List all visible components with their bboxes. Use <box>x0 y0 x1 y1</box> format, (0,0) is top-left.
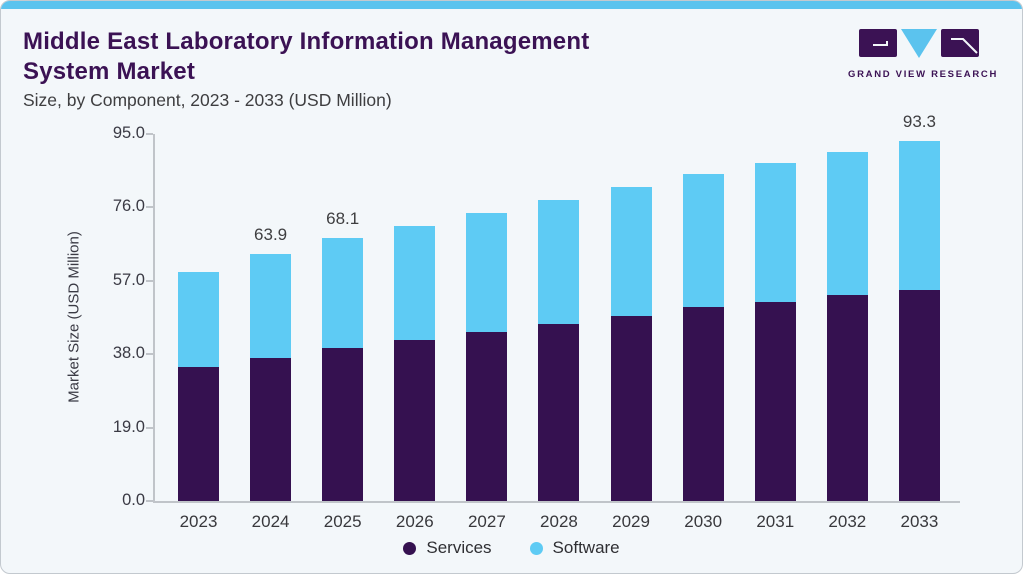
plot-area: 2023 63.9 2024 68.1 2025 2026 2027 2028 2029 2030… <box>146 112 960 531</box>
y-tick-label: 38.0 <box>112 344 145 363</box>
y-tick-mark <box>146 500 153 502</box>
y-tick-mark <box>146 133 153 135</box>
page-title: Middle East Laboratory Information Manag… <box>23 27 589 87</box>
bar-segment-services-2024 <box>250 357 292 501</box>
bar-segment-software-2029 <box>610 187 652 317</box>
x-tick-label-2023: 2023 <box>179 512 218 531</box>
bar-value-label-2033: 93.3 <box>902 111 936 131</box>
bar-segment-services-2031 <box>754 301 796 501</box>
x-tick-label-2028: 2028 <box>540 512 578 531</box>
bar-2028: 2028 <box>538 134 580 531</box>
bar-2030: 2030 <box>682 134 724 531</box>
y-tick-label: 0.0 <box>122 491 145 509</box>
bar-segment-software-2027 <box>466 212 508 332</box>
x-tick-label-2029: 2029 <box>612 512 650 531</box>
y-tick-mark <box>146 206 153 209</box>
bar-2029: 2029 <box>610 134 652 531</box>
legend-label-services: Services <box>426 538 492 557</box>
bar-segment-services-2029 <box>610 316 652 501</box>
bar-segment-services-2027 <box>466 331 508 501</box>
x-tick-label-2024: 2024 <box>251 512 290 531</box>
y-tick-label: 19.0 <box>112 417 145 436</box>
bar-segment-services-2023 <box>178 366 219 501</box>
x-tick-label-2030: 2030 <box>684 512 723 531</box>
bar-segment-services-2033 <box>898 289 940 501</box>
page-title-line1: Middle East Laboratory Information Manag… <box>23 28 590 55</box>
legend-item-services: Services <box>403 538 492 558</box>
bar-2025: 68.1 2025 <box>322 134 364 531</box>
y-tick-label: 57.0 <box>112 270 145 289</box>
bar-segment-software-2030 <box>682 173 724 308</box>
bar-2033: 93.3 2033 <box>898 112 940 531</box>
x-tick-label-2027: 2027 <box>467 512 506 531</box>
legend: Services Software <box>1 538 1022 558</box>
y-tick-label: 76.0 <box>112 197 145 216</box>
bar-segment-services-2028 <box>538 324 580 501</box>
bar-segment-services-2030 <box>682 307 724 501</box>
bar-2027: 2027 <box>466 134 508 531</box>
y-axis-title: Market Size (USD Million) <box>65 231 83 403</box>
page-title-line2: System Market <box>23 58 196 85</box>
bar-segment-services-2025 <box>322 347 364 501</box>
x-tick-label-2025: 2025 <box>323 512 362 531</box>
page-subtitle: Size, by Component, 2023 - 2033 (USD Mil… <box>23 90 392 110</box>
bar-2026: 2026 <box>394 134 436 531</box>
bar-segment-software-2025 <box>322 237 364 348</box>
gvr-logo-icon <box>859 29 979 58</box>
bar-2023: 2023 <box>178 134 219 531</box>
x-tick-label-2026: 2026 <box>395 512 434 531</box>
bar-value-label-2025: 68.1 <box>326 208 360 228</box>
gvr-logo-text: GRAND VIEW RESEARCH <box>848 69 999 80</box>
bar-segment-software-2028 <box>538 200 580 325</box>
bar-segment-services-2026 <box>394 339 436 501</box>
x-tick-label-2033: 2033 <box>900 512 939 531</box>
legend-label-software: Software <box>552 538 620 557</box>
y-tick-label: 95.0 <box>112 124 145 142</box>
bar-segment-software-2031 <box>754 163 796 302</box>
bar-2024: 63.9 2024 <box>250 134 292 531</box>
grand-view-research-logo: GRAND VIEW RESEARCH <box>848 28 999 80</box>
legend-item-software: Software <box>529 538 620 558</box>
services-legend-dot-icon <box>403 541 417 555</box>
y-tick-mark <box>146 353 153 356</box>
bar-segment-software-2024 <box>250 254 292 358</box>
bars: 2023 63.9 2024 68.1 2025 2026 2027 2028 2029 2030… <box>155 112 960 531</box>
bar-2032: 2032 <box>826 134 868 531</box>
accent-top-bar <box>1 1 1022 9</box>
bar-segment-software-2023 <box>178 271 219 367</box>
x-tick-label-2031: 2031 <box>756 512 795 531</box>
y-tick-mark <box>146 426 153 429</box>
x-tick-label-2032: 2032 <box>828 512 867 531</box>
bar-segment-software-2033 <box>898 140 940 290</box>
bar-value-label-2024: 63.9 <box>254 225 288 245</box>
bar-2031: 2031 <box>754 134 796 531</box>
software-legend-dot-icon <box>529 541 543 555</box>
bar-segment-software-2026 <box>394 226 436 340</box>
bar-segment-software-2032 <box>826 152 868 296</box>
y-tick-mark <box>146 279 153 282</box>
bar-segment-services-2032 <box>826 295 868 501</box>
